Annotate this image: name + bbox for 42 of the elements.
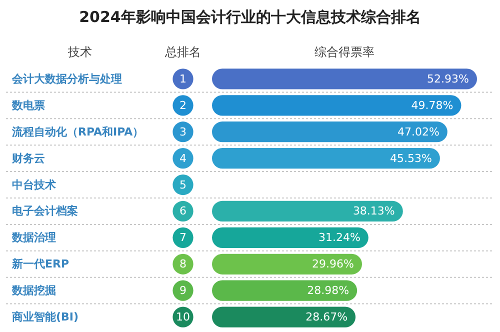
y-tick-label: 数电票 xyxy=(11,98,45,112)
bar xyxy=(212,306,356,328)
data-label: 47.02% xyxy=(397,125,440,138)
text: 2 xyxy=(180,98,186,112)
chart-title: 2024年影响中国会计行业的十大信息技术综合排名 xyxy=(79,8,421,26)
y-axis-title: 技术 xyxy=(67,45,92,59)
data-label: 52.93% xyxy=(427,72,469,86)
data-label: 28.67% xyxy=(306,310,348,324)
data-label: 38.13% xyxy=(352,204,395,218)
y-tick-label: 商业智能(BI) xyxy=(11,310,79,324)
bar xyxy=(212,68,477,90)
text: 1 xyxy=(180,72,186,86)
bar xyxy=(212,95,462,116)
y-tick-label: 财务云 xyxy=(11,152,45,165)
text: 5 xyxy=(180,178,186,192)
bar xyxy=(212,148,440,169)
text: 总排名 xyxy=(164,45,201,59)
text: 8 xyxy=(180,258,186,271)
data-label: 31.24% xyxy=(318,231,360,244)
bar xyxy=(212,254,362,274)
bar xyxy=(212,122,448,142)
bar xyxy=(212,200,403,222)
x-axis-title: 综合得票率 xyxy=(314,45,374,59)
data-label: 49.78% xyxy=(411,98,454,112)
y-tick-label: 数据挖掘 xyxy=(11,284,56,298)
data-label: 45.53% xyxy=(390,152,432,165)
text: 7 xyxy=(180,231,186,244)
data-label: 29.96% xyxy=(312,258,354,271)
text: 9 xyxy=(180,284,186,298)
text: 6 xyxy=(180,204,186,218)
bar xyxy=(212,227,368,248)
y-tick-label: 电子会计档案 xyxy=(12,204,78,218)
y-tick-label: 新一代ERP xyxy=(11,258,70,271)
bar xyxy=(212,280,358,301)
text: 10 xyxy=(176,310,190,324)
y-tick-label: 数据治理 xyxy=(11,231,56,244)
text: 4 xyxy=(180,152,186,165)
y-tick-label: 会计大数据分析与处理 xyxy=(11,72,122,86)
text: 3 xyxy=(180,125,186,138)
data-label: 28.98% xyxy=(307,284,350,298)
y-tick-label: 中台技术 xyxy=(12,178,56,192)
y-tick-label: 流程自动化（RPA和IPA） xyxy=(11,125,144,138)
